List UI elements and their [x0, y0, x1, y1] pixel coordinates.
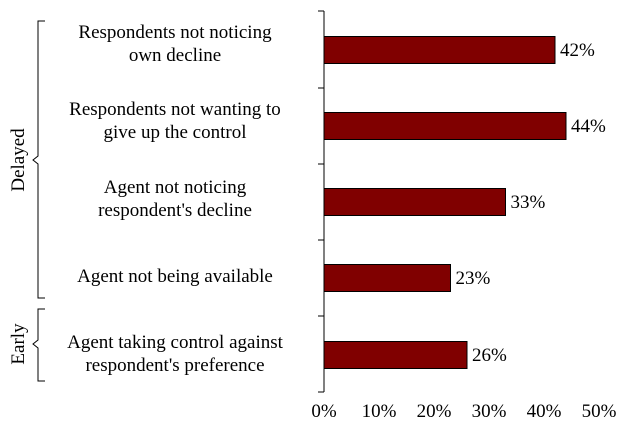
bar	[323, 341, 468, 369]
category-label: Respondents not wanting to give up the c…	[69, 99, 281, 143]
category-label: Respondents not noticing own decline	[78, 22, 272, 66]
x-tick-label: 40%	[527, 401, 562, 422]
x-tick-label: 0%	[311, 401, 337, 422]
x-tick-label: 20%	[417, 401, 452, 422]
x-tick-label: 50%	[582, 401, 617, 422]
group-bracket-early	[32, 308, 45, 382]
data-label: 26%	[472, 345, 507, 366]
data-label: 44%	[571, 116, 606, 137]
bar	[323, 264, 451, 292]
bar	[323, 188, 506, 216]
group-label-early: Early	[8, 323, 29, 365]
category-label: Agent taking control against respondent'…	[67, 332, 283, 376]
group-bracket-delayed	[32, 20, 45, 299]
x-tick-label: 30%	[472, 401, 507, 422]
group-label-delayed: Delayed	[8, 128, 29, 192]
data-label: 42%	[560, 40, 595, 61]
bar	[323, 112, 567, 140]
bar	[323, 36, 556, 64]
category-label: Agent not being available	[77, 266, 273, 287]
data-label: 33%	[511, 192, 546, 213]
x-tick-label: 10%	[362, 401, 397, 422]
category-label: Agent not noticing respondent's decline	[98, 177, 252, 221]
data-label: 23%	[456, 268, 491, 289]
